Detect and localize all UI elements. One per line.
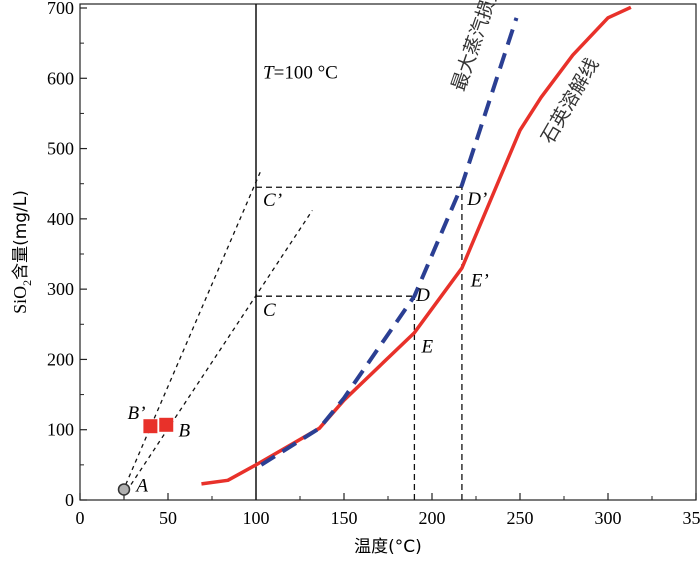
- x-tick-label: 0: [76, 508, 85, 528]
- x-tick-label: 250: [507, 508, 534, 528]
- guide-line: [126, 170, 262, 485]
- x-tick-label: 350: [683, 508, 700, 528]
- annotation-label: E: [420, 336, 433, 357]
- annotation-label: A: [134, 476, 148, 497]
- point-B-prime: [143, 419, 157, 433]
- y-tick-label: 300: [47, 279, 74, 299]
- annotation-label: D: [415, 285, 430, 306]
- max-steam-loss-line: [261, 18, 516, 465]
- y-tick-label: 100: [47, 420, 74, 440]
- y-tick-label: 400: [47, 209, 74, 229]
- y-tick-label: 700: [47, 0, 74, 18]
- point-B: [159, 418, 173, 432]
- x-tick-label: 100: [243, 508, 270, 528]
- y-tick-label: 500: [47, 139, 74, 159]
- annotation-label: 石英溶解线: [537, 54, 604, 147]
- annotation-label: T=100 °C: [263, 62, 338, 83]
- x-tick-label: 50: [159, 508, 177, 528]
- point-A: [119, 484, 130, 495]
- y-axis-label: SiO2含量(mg/L): [10, 190, 34, 314]
- annotation-label: D’: [466, 189, 487, 210]
- x-tick-label: 300: [595, 508, 622, 528]
- annotation-label: C: [263, 300, 276, 321]
- y-tick-label: 200: [47, 349, 74, 369]
- x-tick-label: 200: [419, 508, 446, 528]
- y-tick-label: 600: [47, 68, 74, 88]
- x-axis-label: 温度(°C): [354, 537, 422, 557]
- annotation-label: B: [179, 421, 191, 442]
- y-tick-label: 0: [65, 490, 74, 510]
- annotation-label: E’: [470, 270, 489, 291]
- annotation-label: C’: [263, 190, 282, 211]
- annotation-label: B’: [128, 403, 146, 424]
- guide-line: [131, 210, 312, 484]
- x-tick-label: 150: [331, 508, 358, 528]
